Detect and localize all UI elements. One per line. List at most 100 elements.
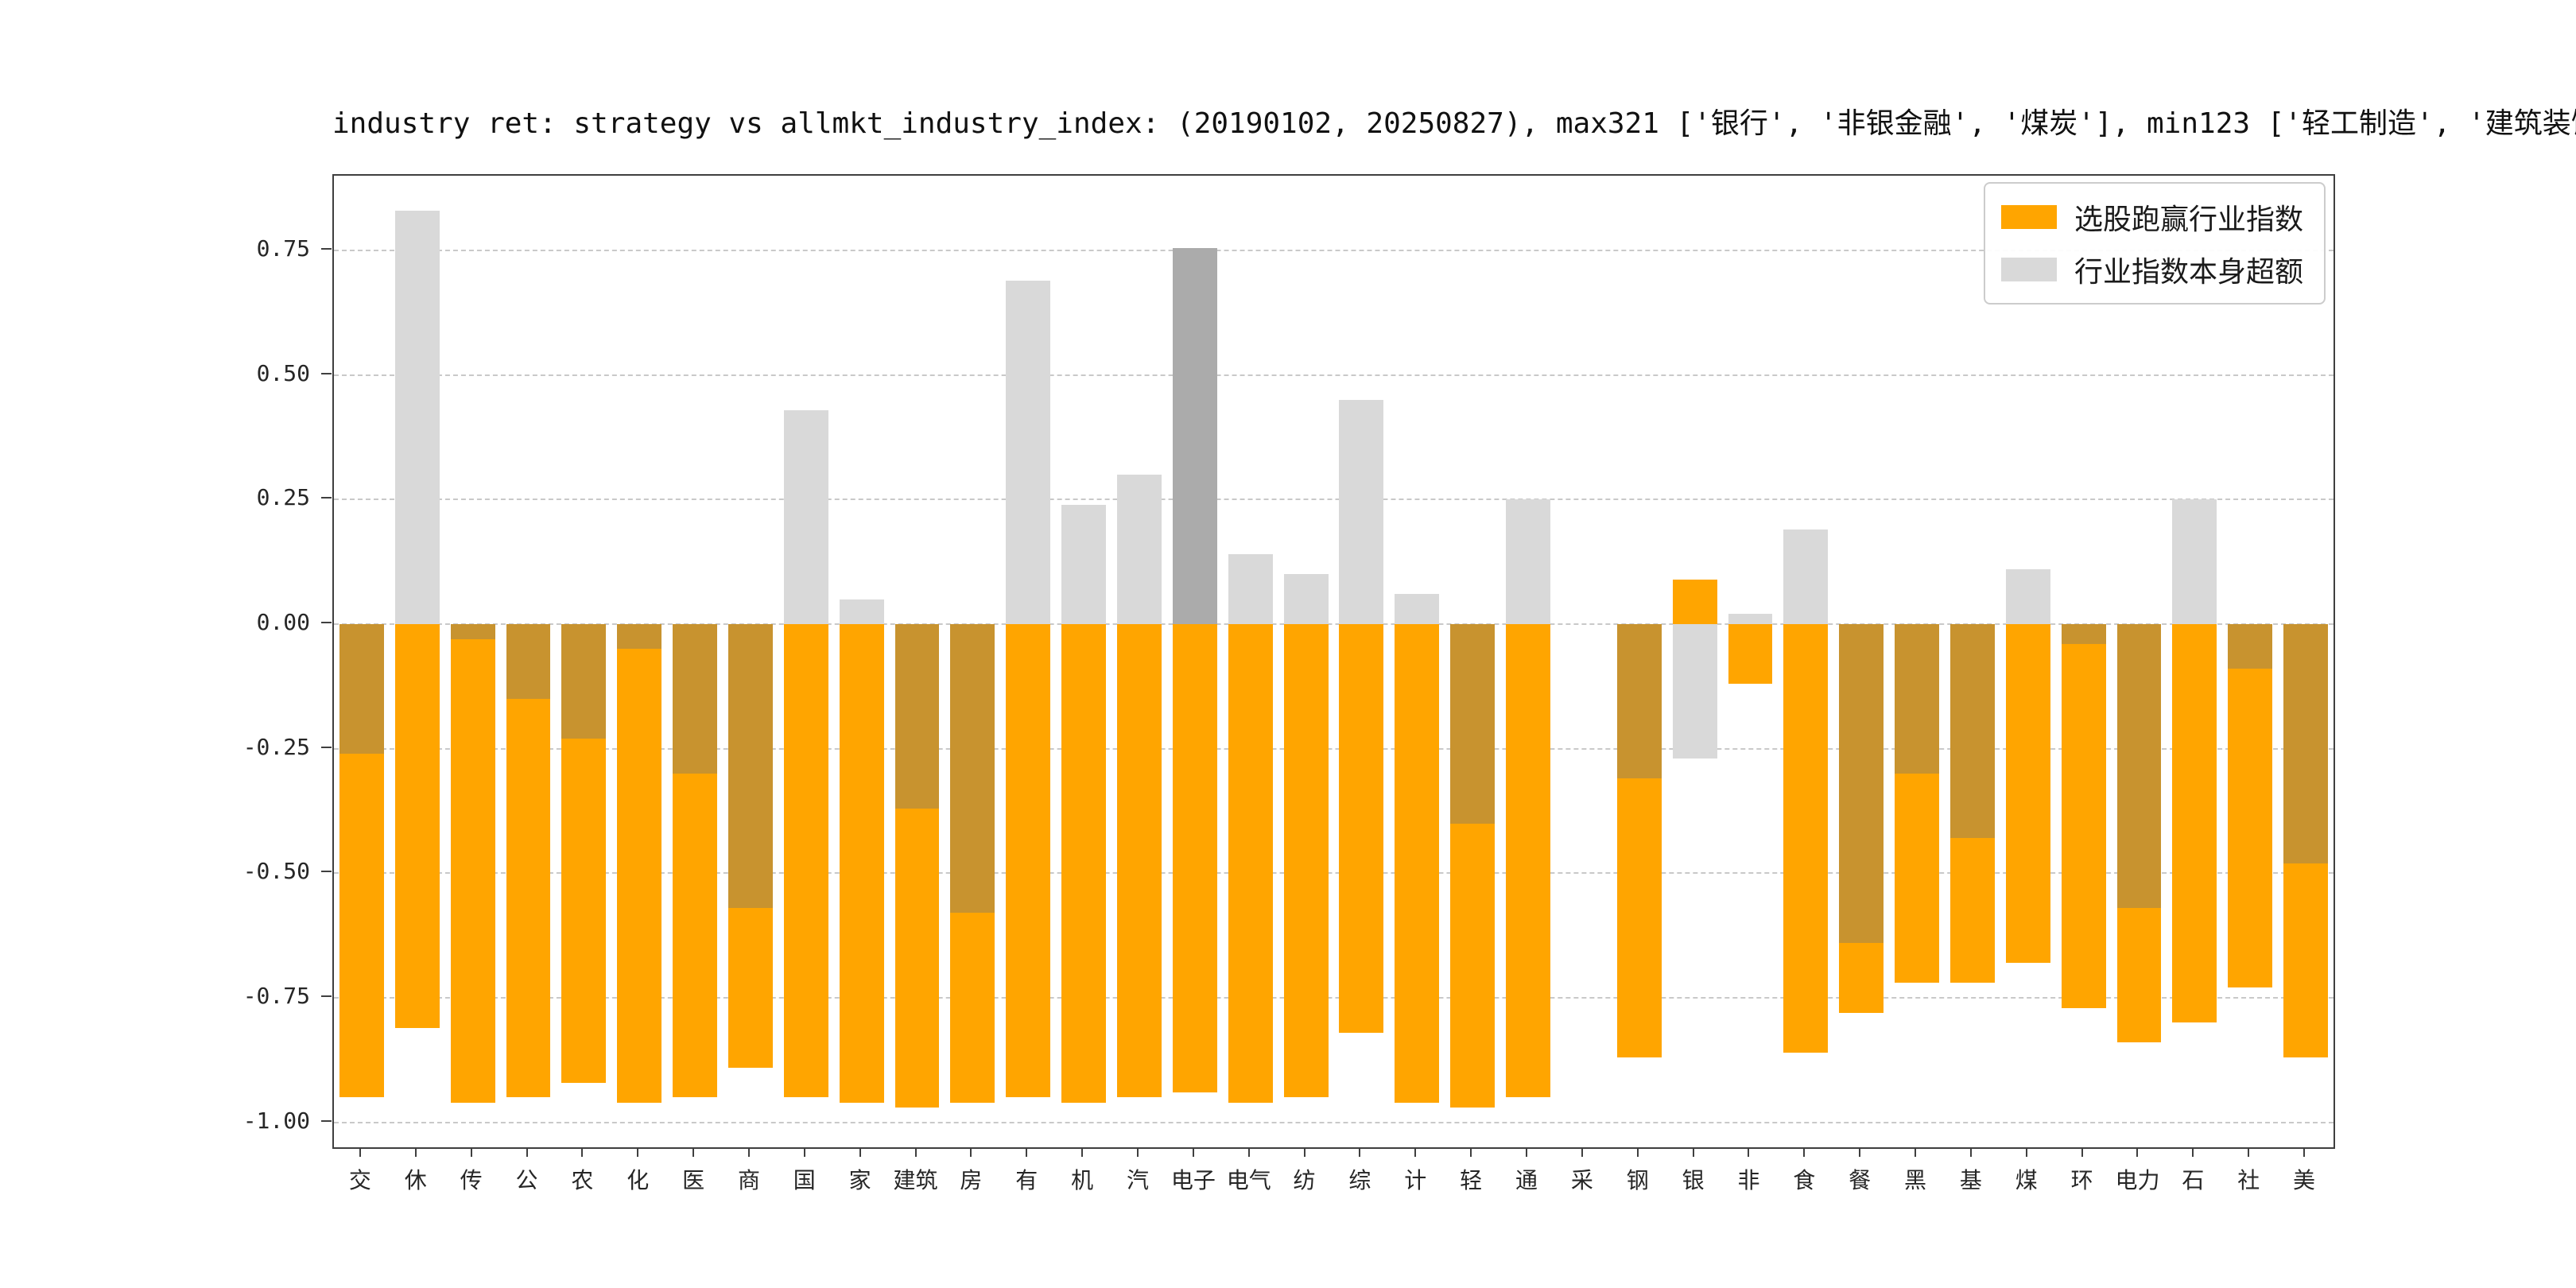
- bar-strategy-excess: [728, 908, 773, 1068]
- gridline: [334, 499, 2334, 501]
- bar-industry-excess: [1728, 614, 1773, 624]
- bar-overlap: [2228, 624, 2273, 669]
- x-tick-label: 综: [1348, 1167, 1371, 1193]
- bar-strategy-excess: [450, 638, 495, 1103]
- bar-industry-excess: [1172, 247, 1217, 624]
- y-tick-mark: [321, 372, 332, 374]
- x-tick-label: 电力: [2115, 1167, 2160, 1193]
- x-tick-mark: [2303, 1147, 2306, 1157]
- x-tick-mark: [2136, 1147, 2139, 1157]
- x-tick-mark: [970, 1147, 972, 1157]
- bar-industry-excess: [839, 599, 884, 624]
- x-tick-label: 交: [348, 1167, 371, 1193]
- x-tick-mark: [2192, 1147, 2194, 1157]
- bar-overlap: [1616, 624, 1662, 779]
- x-tick-label: 计: [1404, 1167, 1427, 1193]
- bar-strategy-excess: [1949, 838, 1995, 983]
- x-tick-mark: [581, 1147, 584, 1157]
- x-tick-mark: [747, 1147, 750, 1157]
- legend-swatch-orange: [2000, 205, 2057, 229]
- bar-industry-excess: [783, 409, 828, 624]
- bar-strategy-excess: [1283, 624, 1329, 1098]
- y-tick-mark: [321, 746, 332, 748]
- x-tick-label: 石: [2182, 1167, 2205, 1193]
- bar-strategy-excess: [506, 699, 551, 1098]
- y-tick-mark: [321, 248, 332, 250]
- bar-strategy-excess: [2116, 908, 2162, 1043]
- bar-industry-excess: [2172, 499, 2217, 624]
- bar-industry-excess: [1506, 499, 1550, 624]
- bar-overlap: [894, 624, 940, 809]
- x-tick-mark: [1359, 1147, 1361, 1157]
- x-tick-mark: [470, 1147, 472, 1157]
- x-tick-label: 汽: [1126, 1167, 1149, 1193]
- bar-strategy-excess: [1506, 624, 1550, 1098]
- bar-industry-excess: [1783, 529, 1829, 624]
- x-tick-mark: [1192, 1147, 1194, 1157]
- bar-strategy-excess: [673, 774, 718, 1098]
- x-tick-label: 医: [682, 1167, 705, 1193]
- x-tick-mark: [1692, 1147, 1694, 1157]
- x-tick-mark: [1526, 1147, 1527, 1157]
- x-tick-mark: [692, 1147, 695, 1157]
- bar-overlap: [339, 624, 384, 754]
- legend-label-strategy-excess: 选股跑赢行业指数: [2074, 204, 2303, 236]
- bar-strategy-excess: [339, 753, 384, 1098]
- bar-overlap: [673, 624, 718, 774]
- x-tick-mark: [637, 1147, 639, 1157]
- bar-industry-excess: [1117, 475, 1162, 624]
- x-tick-mark: [1803, 1147, 1806, 1157]
- x-tick-label: 农: [571, 1167, 594, 1193]
- x-tick-mark: [914, 1147, 917, 1157]
- x-tick-label: 有: [1015, 1167, 1038, 1193]
- y-tick-label: -0.25: [242, 733, 310, 760]
- x-tick-mark: [1081, 1147, 1084, 1157]
- x-tick-label: 电气: [1226, 1167, 1271, 1193]
- x-tick-label: 非: [1737, 1167, 1760, 1193]
- x-tick-mark: [1581, 1147, 1583, 1157]
- x-tick-mark: [1026, 1147, 1028, 1157]
- x-tick-label: 商: [737, 1167, 760, 1193]
- y-tick-label: -0.50: [242, 858, 310, 885]
- x-tick-mark: [803, 1147, 805, 1157]
- bar-strategy-excess: [1672, 579, 1717, 624]
- x-tick-label: 电子: [1170, 1167, 1216, 1193]
- x-tick-label: 社: [2237, 1167, 2260, 1193]
- legend-swatch-gray: [2000, 258, 2057, 281]
- gridline: [334, 250, 2334, 251]
- x-tick-mark: [2081, 1147, 2083, 1157]
- bar-overlap: [728, 624, 773, 909]
- bar-overlap: [2116, 624, 2162, 909]
- bar-strategy-excess: [2061, 644, 2106, 1008]
- y-tick-mark: [321, 497, 332, 499]
- x-tick-label: 钢: [1626, 1167, 1649, 1193]
- gridline: [334, 997, 2334, 999]
- bar-strategy-excess: [1395, 624, 1440, 1103]
- bar-strategy-excess: [783, 624, 828, 1098]
- x-tick-label: 休: [404, 1167, 427, 1193]
- x-tick-label: 家: [848, 1167, 871, 1193]
- y-tick-label: 0.75: [256, 235, 310, 262]
- bar-overlap: [950, 624, 995, 914]
- x-tick-mark: [1915, 1147, 1917, 1157]
- x-tick-mark: [2248, 1147, 2250, 1157]
- x-tick-mark: [1636, 1147, 1639, 1157]
- x-tick-mark: [1859, 1147, 1861, 1157]
- bar-overlap: [1949, 624, 1995, 839]
- bar-strategy-excess: [1728, 624, 1773, 685]
- x-tick-mark: [1470, 1147, 1472, 1157]
- x-tick-mark: [1748, 1147, 1750, 1157]
- legend-label-industry-excess: 行业指数本身超额: [2074, 256, 2303, 289]
- y-tick-mark: [321, 1119, 332, 1122]
- x-tick-label: 基: [1959, 1167, 1982, 1193]
- bar-strategy-excess: [1228, 624, 1273, 1103]
- y-tick-mark: [321, 622, 332, 623]
- x-tick-label: 通: [1515, 1167, 1538, 1193]
- bar-strategy-excess: [1061, 624, 1107, 1103]
- bar-strategy-excess: [2283, 863, 2328, 1058]
- bar-strategy-excess: [2005, 624, 2050, 964]
- bar-overlap: [1839, 624, 1884, 944]
- bar-overlap: [1450, 624, 1496, 824]
- x-tick-label: 采: [1570, 1167, 1593, 1193]
- x-tick-mark: [1414, 1147, 1417, 1157]
